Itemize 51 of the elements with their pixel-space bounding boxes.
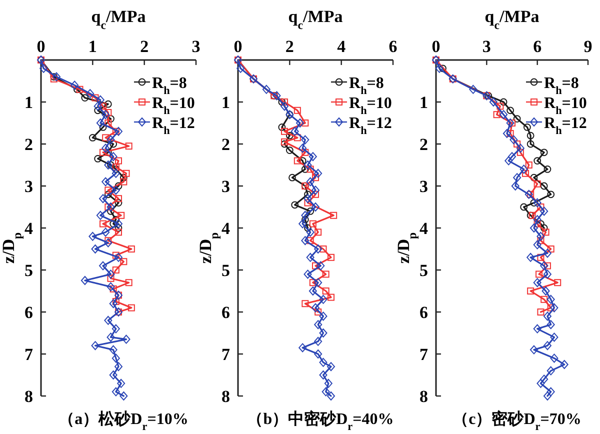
y-tick-label: 5 (222, 261, 230, 280)
y-tick-label: 1 (222, 93, 230, 112)
legend-label: R$_{h}$=12 (349, 115, 392, 137)
y-tick-label: 4 (222, 219, 230, 238)
y-tick-label: 5 (24, 261, 33, 280)
x-tick-label: 6 (388, 37, 398, 56)
y-tick-label: 1 (24, 93, 33, 112)
legend-label: R$_{h}$=10 (152, 95, 195, 117)
x-tick-label: 3 (482, 37, 491, 56)
x-tick-label: 3 (192, 37, 200, 56)
y-tick-label: 8 (24, 387, 33, 406)
y-tick-label: 7 (420, 345, 428, 364)
x-tick-label: 4 (337, 37, 346, 56)
text: （a）松砂D$_{r}$=10% (58, 410, 188, 433)
x-tick-label: 6 (533, 37, 542, 56)
y-tick-label: 5 (420, 261, 428, 280)
x-axis-title: q$_{c}$/MPa (288, 7, 344, 32)
y-tick-label: 4 (420, 219, 428, 238)
y-tick-label: 3 (24, 177, 33, 196)
y-tick-label: 1 (420, 93, 428, 112)
text: （b）中密砂D$_{r}$=40% (247, 410, 394, 433)
legend-label: R$_{h}$=10 (349, 95, 392, 117)
text: （c）密砂D$_{r}$=70% (452, 410, 582, 433)
legend-label: R$_{h}$=8 (349, 75, 384, 97)
y-tick-label: 3 (222, 177, 230, 196)
y-tick-label: 7 (24, 345, 34, 364)
x-axis-title: q$_{c}$/MPa (91, 7, 146, 32)
legend-label: R$_{h}$=12 (152, 115, 195, 137)
y-tick-label: 2 (420, 135, 428, 154)
x-tick-label: 0 (234, 37, 242, 56)
x-tick-label: 0 (432, 37, 440, 56)
legend-label: R$_{h}$=8 (152, 75, 187, 97)
y-tick-label: 3 (420, 177, 428, 196)
legend-label: R$_{h}$=12 (544, 115, 587, 137)
x-tick-label: 2 (140, 37, 149, 56)
y-tick-label: 8 (222, 387, 230, 406)
y-tick-label: 6 (420, 303, 428, 322)
y-tick-label: 8 (420, 387, 428, 406)
y-tick-label: 7 (222, 345, 230, 364)
x-tick-label: 9 (584, 37, 592, 56)
x-tick-label: 2 (285, 37, 294, 56)
y-tick-label: 2 (24, 135, 33, 154)
x-tick-label: 0 (36, 37, 46, 56)
y-tick-label: 2 (222, 135, 230, 154)
legend-label: R$_{h}$=10 (544, 95, 587, 117)
x-axis-title: q$_{c}$/MPa (484, 7, 540, 32)
y-tick-label: 4 (24, 219, 34, 238)
x-tick-label: 1 (88, 37, 97, 56)
y-tick-label: 6 (222, 303, 230, 322)
y-tick-label: 6 (24, 303, 33, 322)
legend-label: R$_{h}$=8 (544, 75, 579, 97)
